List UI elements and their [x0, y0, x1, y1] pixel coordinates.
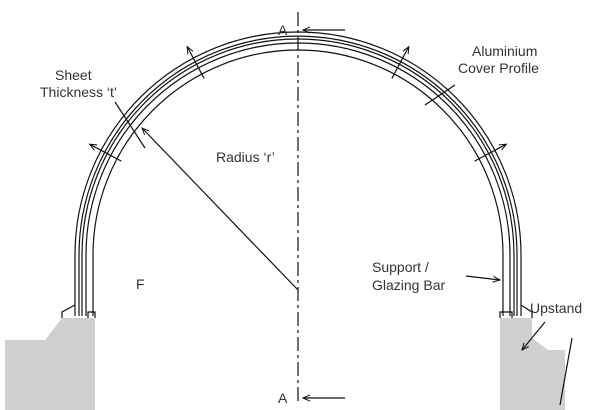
left-fixing [61, 304, 96, 318]
tick [187, 47, 205, 79]
arch-ticks [90, 47, 507, 162]
section-mark: A [278, 390, 288, 406]
label: Upstand [530, 300, 582, 316]
arch-line [78, 35, 518, 316]
label: Cover Profile [458, 60, 539, 76]
tick [90, 144, 122, 162]
label: Support / [372, 259, 429, 275]
label: Sheet [55, 67, 92, 83]
tick [391, 47, 409, 79]
right-fixing [499, 304, 533, 318]
right-base [500, 318, 565, 410]
label: Glazing Bar [372, 277, 445, 293]
tick [474, 144, 507, 162]
label: Aluminium [472, 43, 537, 59]
radius-line [142, 128, 299, 291]
leader [114, 101, 146, 149]
label: Thickness ‘t’ [40, 84, 117, 100]
leader [522, 321, 546, 350]
label: Radius ‘r’ [216, 149, 275, 165]
label: F [136, 276, 145, 292]
leader [465, 275, 500, 280]
left-base [5, 318, 95, 410]
leader [424, 84, 456, 106]
leader [559, 337, 573, 406]
section-mark: A [278, 22, 288, 38]
